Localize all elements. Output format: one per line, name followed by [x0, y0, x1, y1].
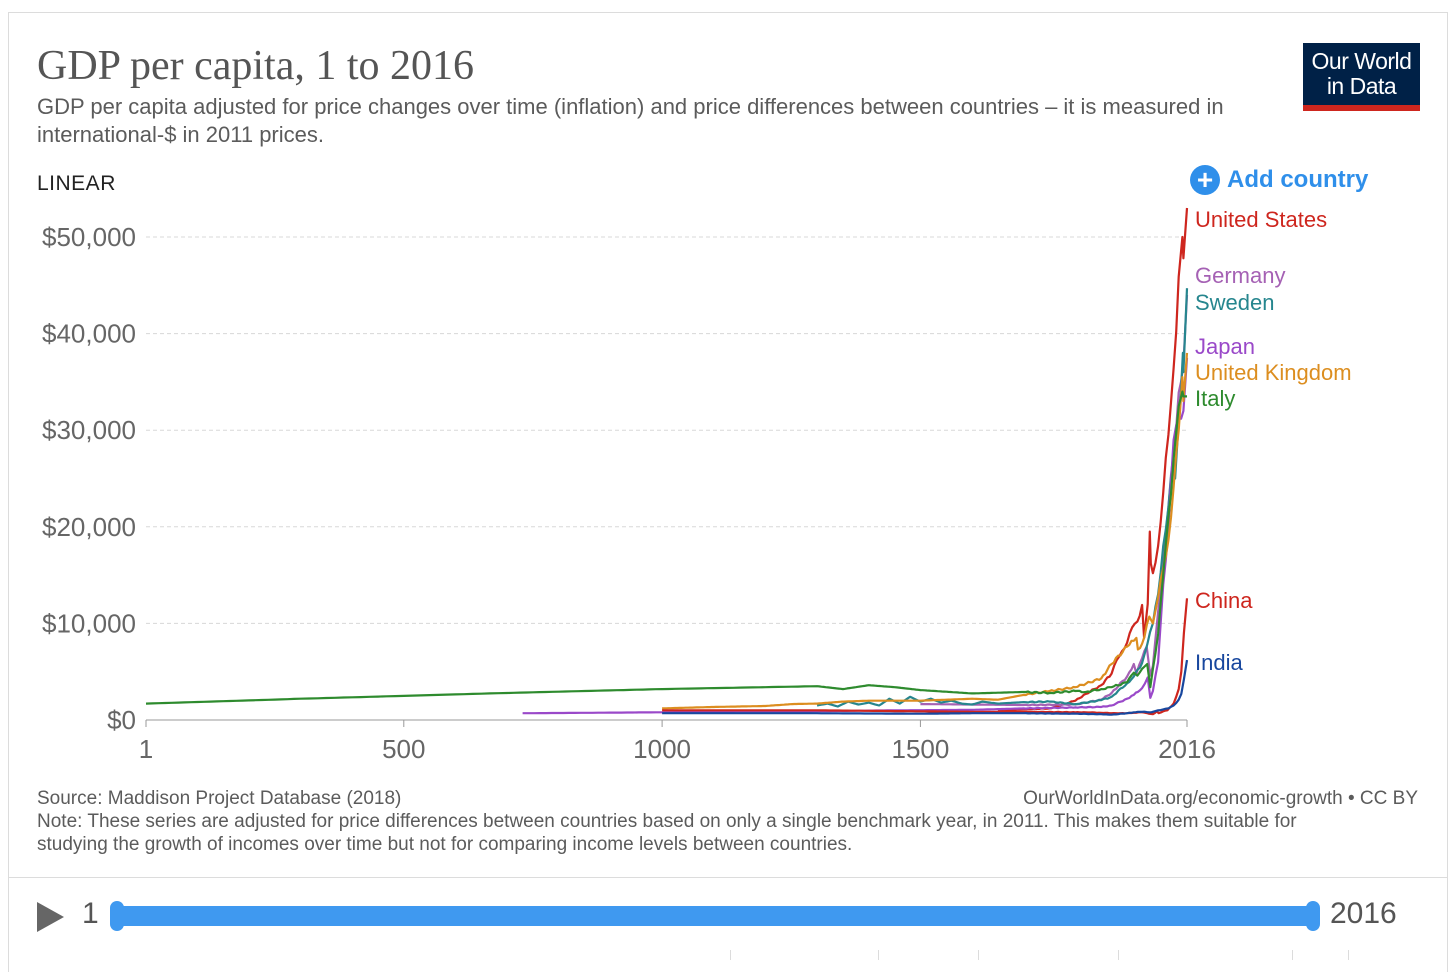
timeline-start-handle[interactable] [110, 901, 124, 931]
y-tick-label: $30,000 [42, 415, 136, 445]
credit-link[interactable]: OurWorldInData.org/economic-growth • CC … [1023, 788, 1418, 809]
legend-label-germany[interactable]: Germany [1195, 263, 1285, 288]
add-country-button[interactable]: + Add country [1190, 163, 1368, 197]
y-tick-label: $0 [107, 705, 136, 735]
timeline-end-handle[interactable] [1306, 901, 1320, 931]
chart-subtitle: GDP per capita adjusted for price change… [37, 94, 1224, 147]
owid-logo[interactable]: Our World in Data [1303, 43, 1420, 111]
add-country-label: Add country [1227, 166, 1369, 193]
series-lines [145, 207, 1189, 716]
y-tick-label: $50,000 [42, 222, 136, 252]
logo-line-2: in Data [1326, 73, 1397, 99]
note-text: Note: These series are adjusted for pric… [37, 811, 1297, 855]
legend-label-india[interactable]: India [1195, 650, 1243, 675]
series-line-sweden[interactable] [816, 288, 1189, 708]
timeline-end-label: 2016 [1330, 897, 1397, 930]
y-tick-label: $10,000 [42, 608, 136, 638]
source-text: Source: Maddison Project Database (2018) [37, 788, 402, 809]
play-icon[interactable] [37, 902, 64, 932]
y-tick-label: $40,000 [42, 319, 136, 349]
legend-label-united-states[interactable]: United States [1195, 207, 1327, 232]
x-tick-label: 2016 [1158, 734, 1216, 764]
x-tick-label: 1000 [633, 734, 691, 764]
scale-toggle[interactable]: LINEAR [37, 172, 116, 195]
x-tick-label: 1 [139, 734, 153, 764]
timeline-start-label: 1 [82, 897, 99, 930]
series-line-italy[interactable] [145, 390, 1187, 705]
legend-label-italy[interactable]: Italy [1195, 386, 1235, 411]
series-line-india[interactable] [662, 659, 1189, 716]
legend-label-japan[interactable]: Japan [1195, 334, 1255, 359]
x-tick-label: 1500 [891, 734, 949, 764]
y-tick-label: $20,000 [42, 512, 136, 542]
logo-line-1: Our World [1311, 48, 1412, 74]
legend-label-united-kingdom[interactable]: United Kingdom [1195, 360, 1352, 385]
page-title: GDP per capita, 1 to 2016 [37, 43, 475, 89]
legend-label-sweden[interactable]: Sweden [1195, 290, 1275, 315]
series-line-united-kingdom[interactable] [662, 352, 1189, 710]
y-axis: $0 $10,000 $20,000 $30,000 $40,000 $50,000 [42, 222, 136, 735]
tab-separators [0, 950, 1456, 960]
grid-lines [146, 236, 1187, 624]
series-line-china[interactable] [662, 598, 1189, 716]
x-axis: 1 500 1000 1500 2016 [139, 719, 1216, 764]
legend-label-china[interactable]: China [1195, 588, 1253, 613]
x-tick-label: 500 [382, 734, 425, 764]
series-line-japan[interactable] [522, 357, 1189, 715]
plus-circle-icon: + [1190, 165, 1220, 195]
timeline-track[interactable] [110, 906, 1320, 926]
footer-divider [8, 877, 1448, 878]
